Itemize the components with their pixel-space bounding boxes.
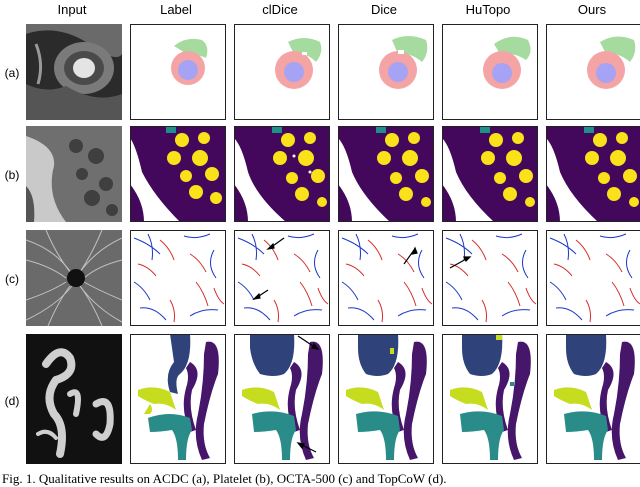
column-header-input: Input	[57, 2, 87, 17]
label-mask-topcow	[130, 334, 226, 464]
ours-mask-platelet	[546, 126, 640, 222]
dice-mask-octa	[338, 230, 434, 326]
cldice-mask-acdc	[234, 24, 330, 120]
cldice-mask-topcow	[234, 334, 330, 464]
hutopo-mask-platelet	[442, 126, 538, 222]
dice-mask-platelet	[338, 126, 434, 222]
hutopo-mask-acdc	[442, 24, 538, 120]
column-header-ours: Ours	[577, 2, 607, 17]
ours-mask-acdc	[546, 24, 640, 120]
cldice-mask-platelet	[234, 126, 330, 222]
column-header-label: Label	[160, 2, 192, 17]
column-header-hutopo: HuTopo	[465, 2, 511, 17]
label-mask-octa	[130, 230, 226, 326]
input-image-octa	[26, 230, 122, 326]
ours-mask-topcow	[546, 334, 640, 464]
row-label-d: (d)	[4, 394, 20, 408]
label-mask-platelet	[130, 126, 226, 222]
dice-mask-acdc	[338, 24, 434, 120]
dice-mask-topcow	[338, 334, 434, 464]
hutopo-mask-topcow	[442, 334, 538, 464]
label-mask-acdc	[130, 24, 226, 120]
ours-mask-octa	[546, 230, 640, 326]
figure-caption: Fig. 1. Qualitative results on ACDC (a),…	[2, 471, 447, 486]
row-label-a: (a)	[4, 66, 20, 80]
input-image-platelet	[26, 126, 122, 222]
column-header-dice: Dice	[370, 2, 397, 17]
row-label-c: (c)	[5, 272, 19, 286]
column-header-cldice: clDice	[262, 2, 298, 17]
hutopo-mask-octa	[442, 230, 538, 326]
input-image-acdc	[26, 24, 122, 120]
row-label-b: (b)	[4, 168, 20, 182]
input-image-topcow	[26, 334, 122, 464]
cldice-mask-octa	[234, 230, 330, 326]
